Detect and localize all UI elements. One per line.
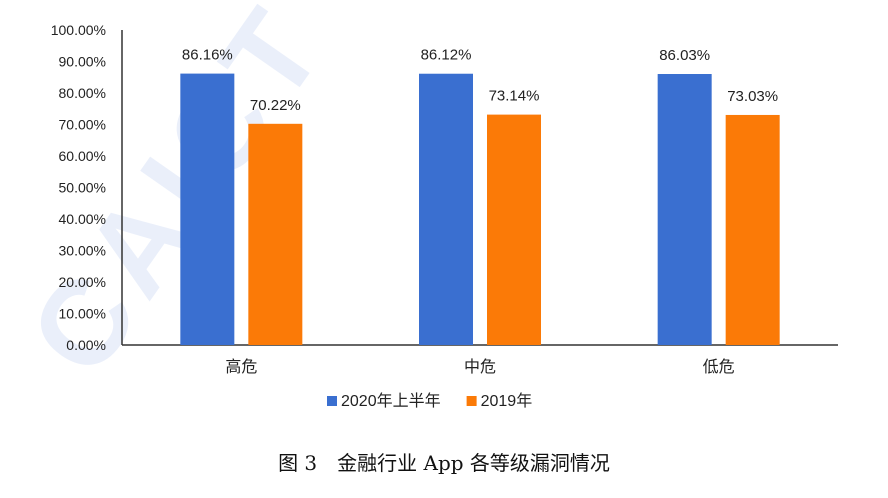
data-labels: 86.16% 70.22% 86.12% 73.14% 86.03% 73.03% <box>182 47 778 114</box>
y-tick-label: 40.00% <box>59 211 106 227</box>
legend-swatch <box>327 396 337 406</box>
data-label: 70.22% <box>250 97 301 114</box>
bar <box>725 114 780 345</box>
x-tick-label: 高危 <box>225 358 257 376</box>
data-label: 86.03% <box>659 47 710 64</box>
data-label: 73.03% <box>727 88 778 105</box>
y-tick-label: 0.00% <box>66 337 106 353</box>
x-tick-label: 中危 <box>464 358 496 376</box>
data-label: 86.16% <box>182 47 233 64</box>
data-label: 73.14% <box>489 88 540 105</box>
y-tick-label: 10.00% <box>59 306 106 322</box>
y-tick-label: 50.00% <box>59 180 106 196</box>
legend-label: 2020年上半年 <box>341 392 441 410</box>
y-tick-label: 20.00% <box>59 274 106 290</box>
y-axis: 0.00% 10.00% 20.00% 30.00% 40.00% 50.00% 60.00… <box>51 22 838 353</box>
data-label: 86.12% <box>421 47 472 64</box>
bar <box>180 73 235 345</box>
legend-swatch <box>466 396 477 406</box>
bars <box>180 73 780 346</box>
y-tick-label: 30.00% <box>59 243 106 259</box>
y-tick-label: 70.00% <box>59 117 106 133</box>
x-axis: 高危 中危 低危 <box>225 358 734 376</box>
y-tick-label: 100.00% <box>51 22 106 38</box>
bar <box>248 123 303 345</box>
bar <box>487 114 541 345</box>
bar-chart: 0.00% 10.00% 20.00% 30.00% 40.00% 50.00% 60.00… <box>51 22 838 410</box>
y-tick-label: 90.00% <box>59 54 106 70</box>
legend-label: 2019年 <box>481 392 533 410</box>
bar <box>657 74 712 346</box>
bar <box>419 73 473 346</box>
y-tick-label: 60.00% <box>59 148 106 164</box>
x-tick-label: 低危 <box>703 358 735 376</box>
legend: 2020年上半年 2019年 <box>327 392 532 410</box>
figure-caption: 图 3 金融行业 App 各等级漏洞情况 <box>278 451 610 475</box>
y-tick-label: 80.00% <box>59 85 106 101</box>
